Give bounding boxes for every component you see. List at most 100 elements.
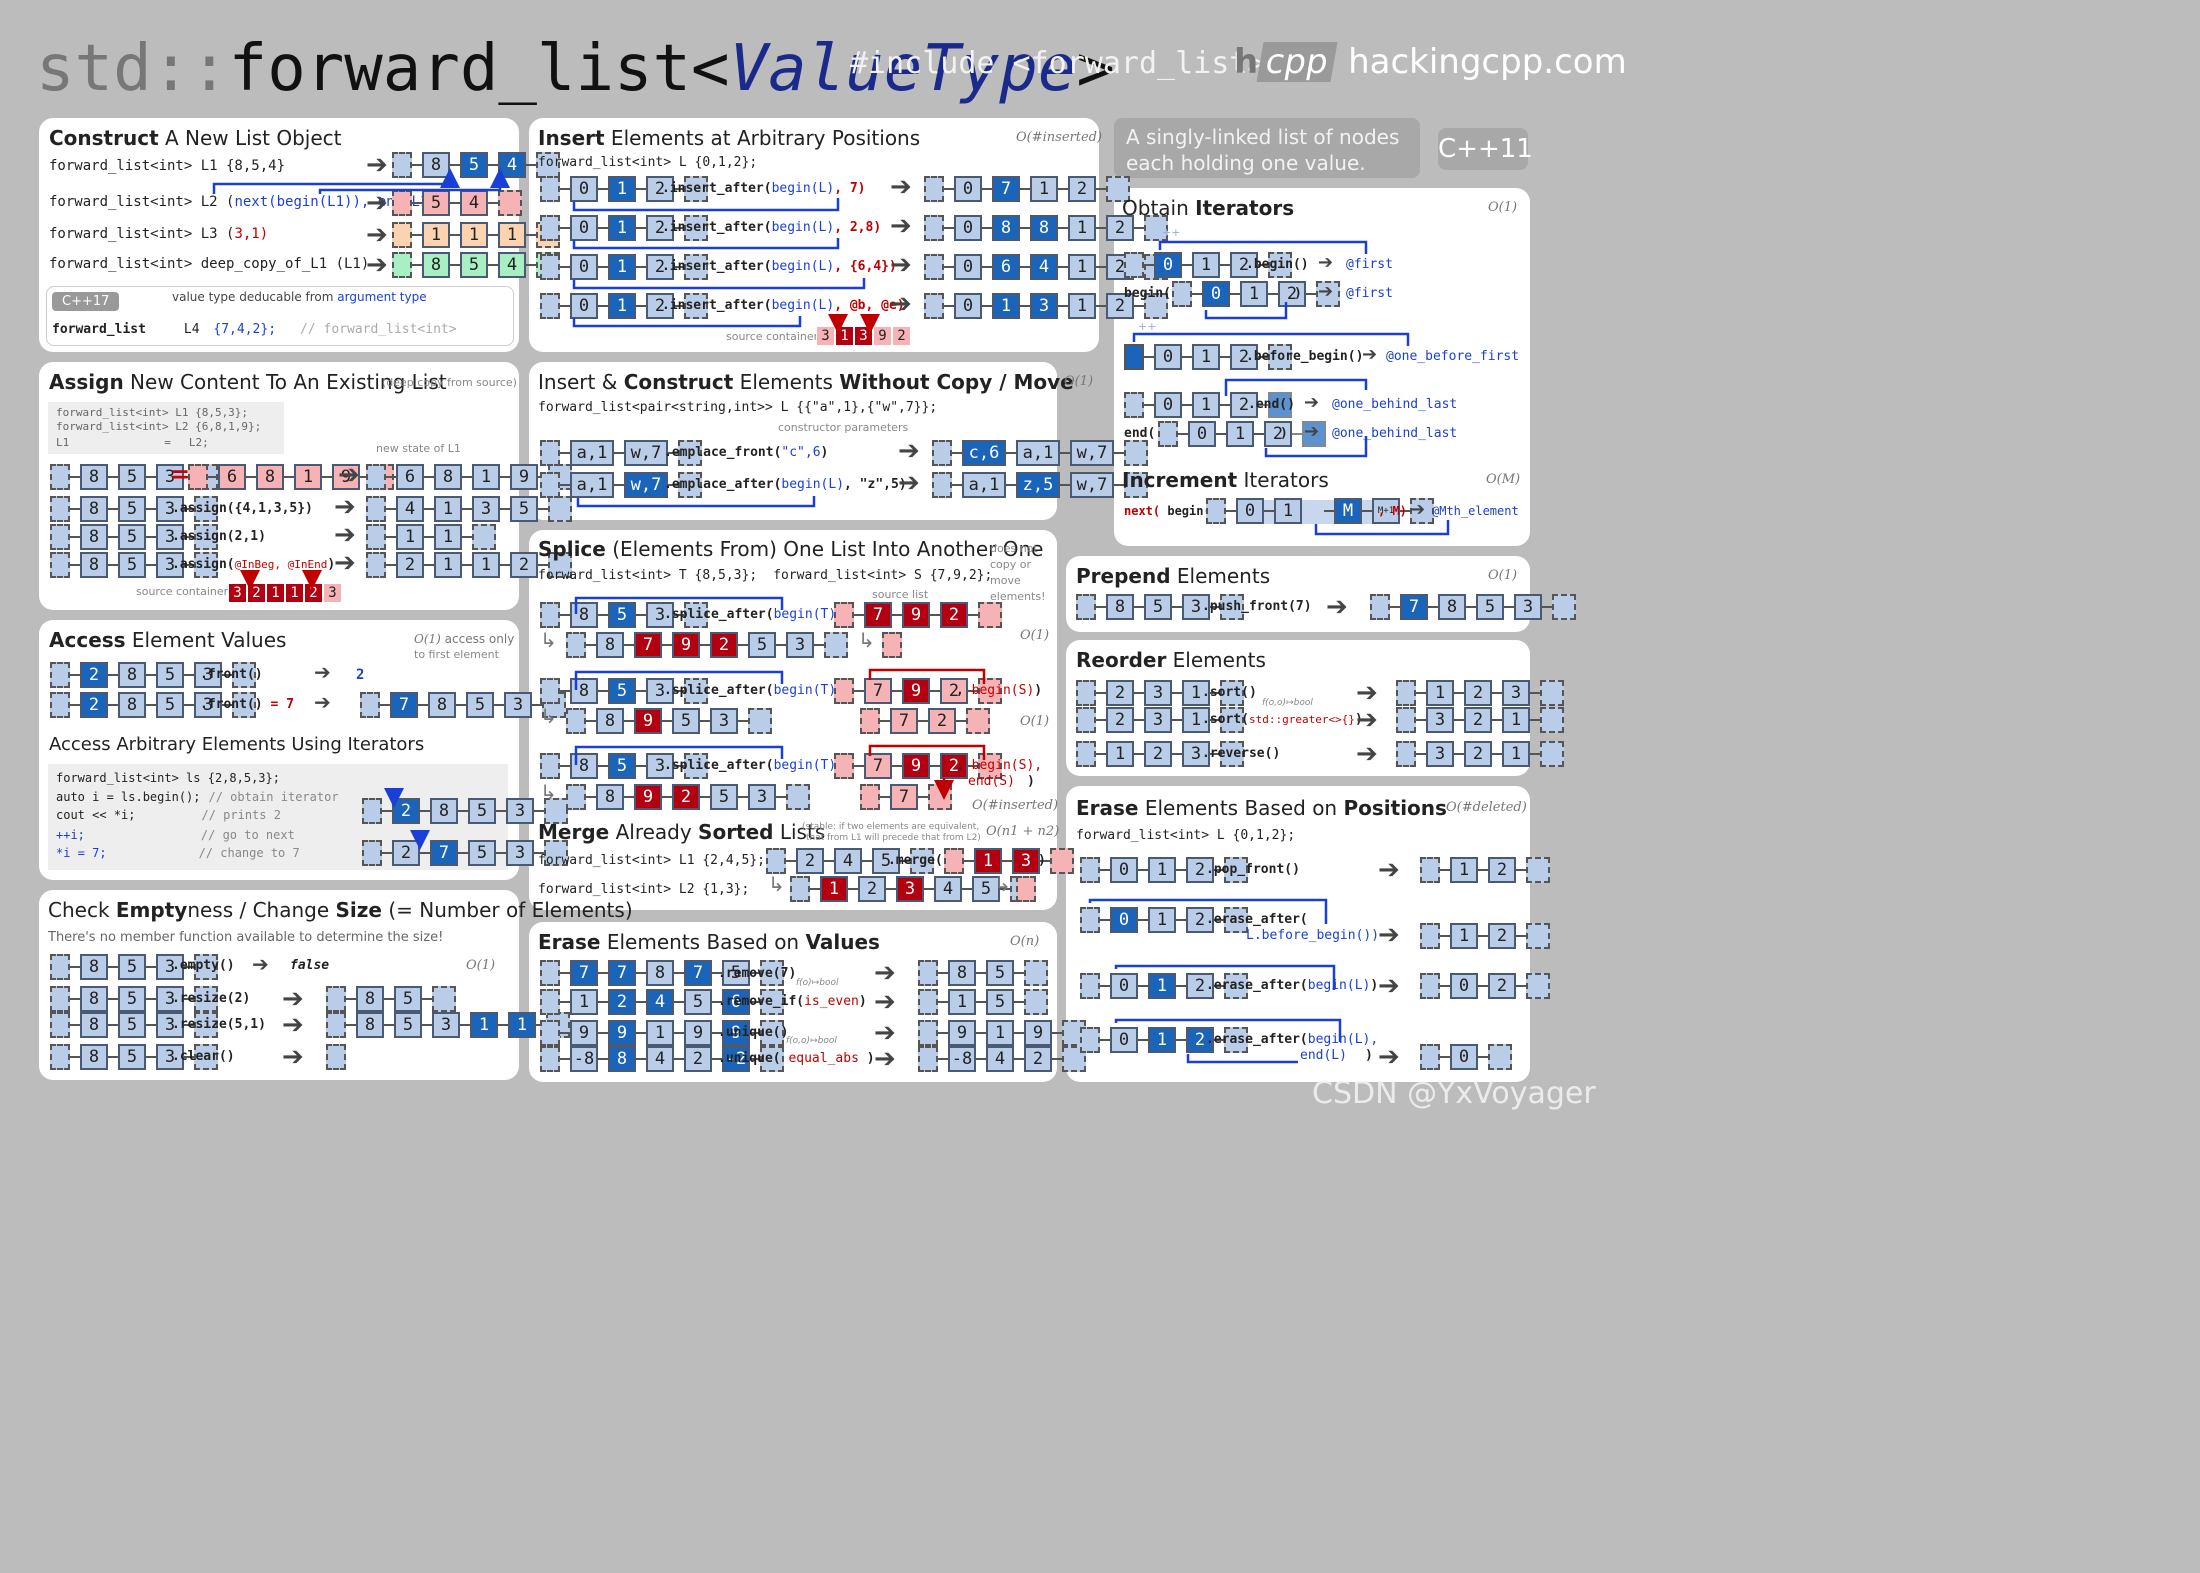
end-node	[538, 552, 572, 578]
unique-pred-c: )	[866, 1051, 875, 1066]
list-node: 3	[146, 1012, 184, 1038]
insert-complexity: O(#inserted)	[1016, 130, 1103, 145]
arrow-right-icon: ➔	[334, 492, 356, 522]
list-node: 2	[1220, 252, 1258, 278]
list-diagram: c,6 a,1 w,7	[932, 438, 1148, 468]
list-node: 9	[500, 464, 538, 490]
list-node: 0	[560, 215, 598, 241]
corner-arrow-icon: ↳	[540, 704, 557, 728]
before-begin-node	[1158, 421, 1178, 447]
list-node: 1	[964, 848, 1002, 874]
end-node	[1516, 923, 1550, 949]
end-node	[1014, 989, 1048, 1015]
list-node: 3	[1416, 707, 1454, 733]
source-list-label: source list	[872, 588, 929, 601]
list-node: 2	[1454, 741, 1492, 767]
before-begin-node	[540, 293, 560, 319]
arrow-right-icon: ➔	[1304, 421, 1320, 442]
site-name: hackingcpp.com	[1348, 42, 1627, 82]
list-node: 7	[982, 176, 1020, 202]
list-node: 8	[982, 215, 1020, 241]
increment-complexity: O(M)	[1486, 472, 1521, 487]
arrow-right-icon: ➔	[366, 150, 388, 180]
list-node: 8	[1428, 594, 1466, 620]
list-node: 1	[386, 524, 424, 550]
end-node	[222, 662, 256, 688]
emplace-front-c: )	[820, 445, 829, 460]
list-node: 2	[636, 176, 674, 202]
list-node: 2	[1478, 923, 1516, 949]
list-diagram	[326, 1042, 346, 1072]
end-node	[534, 798, 568, 824]
list-node: 0	[1100, 857, 1138, 883]
insert-call-b: begin(L)	[771, 220, 835, 235]
list-node: 5	[1466, 594, 1504, 620]
list-node: 4	[976, 1046, 1014, 1072]
pred-note2: f(o,o)↦bool	[786, 1036, 837, 1046]
emplace-title-r: Elements	[733, 370, 840, 394]
empty-title-b: Empty	[115, 898, 188, 922]
front-call: .front()	[200, 667, 263, 682]
before-begin-node	[366, 496, 386, 522]
assign-title-bold: Assign	[49, 370, 124, 394]
list-node: 2	[1176, 857, 1214, 883]
assign-code1: forward_list<int> L1 {8,5,3};	[56, 406, 249, 419]
list-node: 5	[976, 960, 1014, 986]
next-result: @Mth_element	[1432, 504, 1519, 518]
title-param: ValueType	[729, 32, 1077, 106]
erase-after3-a: .erase_after(	[1206, 1032, 1308, 1047]
end-node	[1014, 960, 1048, 986]
source-element: 1	[266, 583, 285, 603]
access-code2-b: // obtain iterator	[208, 790, 339, 804]
resize-call1: .resize(2)	[172, 991, 251, 1006]
before-begin-node	[362, 840, 382, 866]
list-node: 9	[674, 1020, 712, 1046]
splice-title-bold: Splice	[538, 537, 606, 561]
arrow-right-icon: ➔	[282, 1042, 304, 1072]
iter-title-r: Obtain	[1122, 196, 1196, 220]
list-node: 5	[500, 496, 538, 522]
list-node: 1	[1440, 923, 1478, 949]
sort-greater-c: )	[1354, 712, 1363, 727]
list-node: 8	[420, 798, 458, 824]
list-node: 1	[1182, 344, 1220, 370]
merge-close: )	[1038, 853, 1046, 868]
access-code2: auto i = ls.begin(); // obtain iterator	[56, 790, 339, 804]
end-node	[674, 176, 708, 202]
arrow-right-icon: ➔	[890, 172, 912, 202]
before-begin-node	[540, 472, 560, 498]
list-node: w,7	[614, 472, 668, 498]
before-begin-node	[1076, 680, 1096, 706]
empty-title-p: Check	[48, 898, 116, 922]
list-node: 5	[598, 753, 636, 779]
erasep-title: Erase Elements Based on Positions	[1076, 796, 1447, 820]
list-node: 3	[146, 464, 184, 490]
end-node	[184, 552, 218, 578]
site-logo[interactable]: h cpp hackingcpp.com	[1234, 42, 1627, 82]
list-node: 1	[598, 254, 636, 280]
list-node: a,1	[952, 472, 1006, 498]
erase-after3-d: )	[1364, 1048, 1373, 1063]
list-node: 2	[918, 708, 956, 734]
list-diagram: -8 8 4 2 -2	[540, 1044, 784, 1074]
list-node: 1	[598, 293, 636, 319]
before-begin-call: .before_begin()	[1246, 349, 1364, 364]
before-begin-node	[1080, 973, 1100, 999]
list-node: 8	[70, 1044, 108, 1070]
end-node	[184, 524, 218, 550]
end-node	[1530, 741, 1564, 767]
list-node: 2	[1454, 707, 1492, 733]
access-complexity: O(1) access only	[414, 632, 514, 646]
list-node: 8	[418, 692, 456, 718]
list-node: 6	[386, 464, 424, 490]
unique-pred-b: equal_abs	[788, 1051, 859, 1066]
